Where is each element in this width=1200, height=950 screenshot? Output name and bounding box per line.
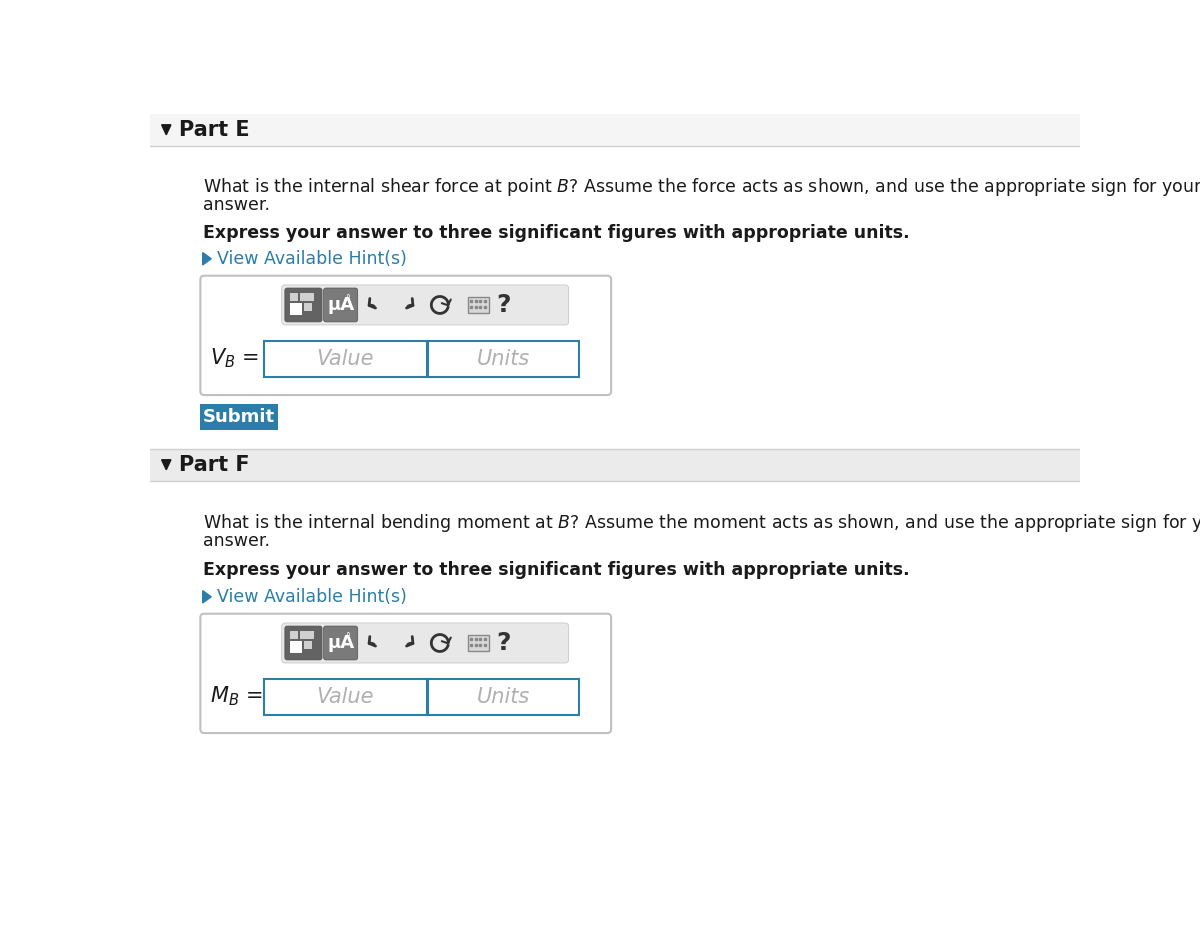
Text: °: ° [346, 632, 350, 642]
FancyBboxPatch shape [282, 285, 569, 325]
FancyBboxPatch shape [284, 626, 322, 660]
FancyBboxPatch shape [282, 623, 569, 663]
Text: Value: Value [317, 687, 374, 707]
Bar [290, 294, 298, 301]
Text: Units: Units [478, 687, 530, 707]
Text: ?: ? [496, 631, 511, 655]
Bar [290, 303, 302, 315]
Text: View Available Hint(s): View Available Hint(s) [217, 250, 407, 268]
FancyBboxPatch shape [200, 614, 611, 733]
FancyBboxPatch shape [324, 626, 358, 660]
Bar [305, 641, 312, 649]
FancyBboxPatch shape [324, 288, 358, 322]
Bar [300, 294, 314, 301]
Text: Part F: Part F [180, 455, 250, 475]
Text: Submit: Submit [203, 408, 275, 427]
Polygon shape [203, 253, 211, 265]
Text: $M_B$ =: $M_B$ = [210, 684, 263, 708]
Text: What is the internal bending moment at $B$? Assume the moment acts as shown, and: What is the internal bending moment at $… [203, 512, 1200, 534]
Polygon shape [203, 591, 211, 603]
Bar [468, 297, 490, 313]
FancyBboxPatch shape [200, 276, 611, 395]
Text: View Available Hint(s): View Available Hint(s) [217, 588, 407, 606]
Bar [150, 449, 1080, 482]
Text: Express your answer to three significant figures with appropriate units.: Express your answer to three significant… [203, 560, 910, 579]
Bar [428, 679, 580, 714]
Bar [264, 679, 427, 714]
Text: $V_B$ =: $V_B$ = [210, 347, 258, 370]
Text: answer.: answer. [203, 196, 270, 214]
Text: μA: μA [328, 634, 354, 652]
FancyBboxPatch shape [284, 288, 322, 322]
Bar [290, 632, 298, 639]
Bar [468, 636, 490, 651]
Bar [300, 632, 314, 639]
Polygon shape [162, 124, 170, 135]
Bar [428, 341, 580, 376]
Text: °: ° [346, 294, 350, 304]
Bar [150, 482, 1080, 846]
Polygon shape [162, 460, 170, 469]
Text: Part E: Part E [180, 120, 250, 141]
Text: ?: ? [496, 293, 511, 317]
Bar [264, 341, 427, 376]
Text: μA: μA [328, 296, 354, 314]
Text: Units: Units [478, 349, 530, 369]
Bar [150, 114, 1080, 146]
Bar [290, 641, 302, 653]
Text: Value: Value [317, 349, 374, 369]
Bar [200, 405, 278, 430]
Text: Express your answer to three significant figures with appropriate units.: Express your answer to three significant… [203, 224, 910, 242]
Bar [305, 303, 312, 311]
Text: answer.: answer. [203, 532, 270, 550]
Text: What is the internal shear force at point $B$? Assume the force acts as shown, a: What is the internal shear force at poin… [203, 176, 1200, 198]
